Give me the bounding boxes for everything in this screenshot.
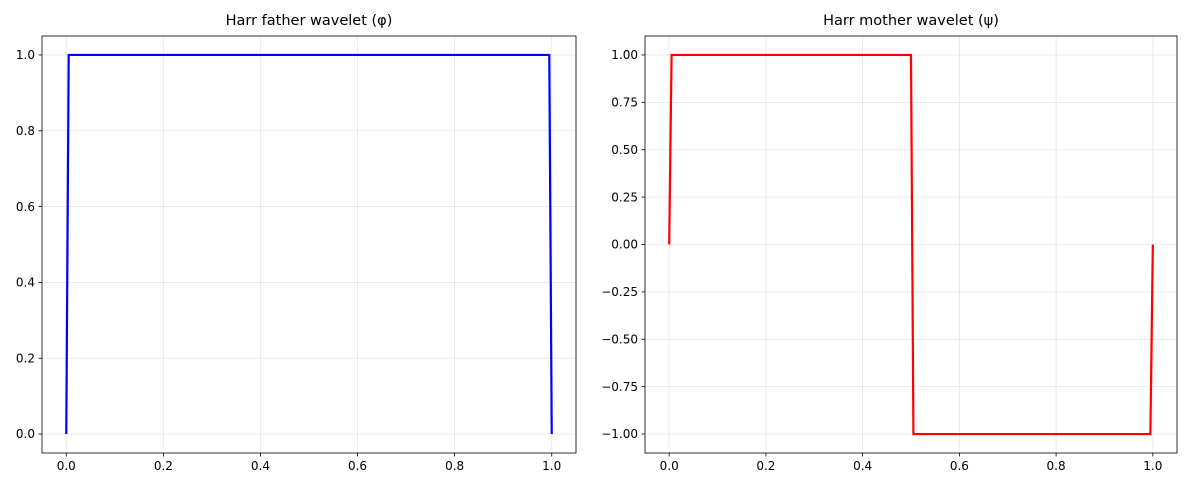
y-tick-label: 0.8 bbox=[16, 124, 35, 138]
y-tick-label: 0.00 bbox=[611, 238, 638, 252]
series-group bbox=[668, 53, 1154, 436]
y-tick-label: 0.2 bbox=[16, 351, 35, 365]
y-tick-label: 0.6 bbox=[16, 200, 35, 214]
x-tick-label: 0.6 bbox=[348, 459, 367, 473]
y-tick-label: 0.25 bbox=[611, 190, 638, 204]
y-tick-label: −0.25 bbox=[601, 285, 638, 299]
chart-mother-wavelet: Harr mother wavelet (ψ) 0.0 0.2 0.4 0.6 0.8 1… bbox=[601, 13, 1178, 473]
x-tick-label: 0.4 bbox=[853, 459, 872, 473]
chart-title: Harr father wavelet (φ) bbox=[226, 13, 393, 29]
x-tick-label: 0.0 bbox=[660, 459, 679, 473]
y-tick-label: 1.0 bbox=[16, 48, 35, 62]
x-tick-label: 1.0 bbox=[542, 459, 561, 473]
series-line bbox=[668, 53, 1154, 436]
x-axis: 0.0 0.2 0.4 0.6 0.8 1.0 bbox=[660, 453, 1162, 473]
series-line bbox=[65, 53, 553, 435]
y-tick-label: 0.0 bbox=[16, 427, 35, 441]
x-tick-label: 0.0 bbox=[57, 459, 76, 473]
x-tick-label: 0.2 bbox=[154, 459, 173, 473]
y-tick-label: 0.4 bbox=[16, 276, 35, 290]
x-tick-label: 0.4 bbox=[251, 459, 270, 473]
y-tick-label: −0.75 bbox=[601, 380, 638, 394]
y-tick-label: 0.50 bbox=[611, 143, 638, 157]
chart-title: Harr mother wavelet (ψ) bbox=[823, 13, 999, 29]
y-tick-label: 0.75 bbox=[611, 96, 638, 110]
x-axis: 0.0 0.2 0.4 0.6 0.8 1.0 bbox=[57, 453, 561, 473]
x-tick-label: 0.6 bbox=[950, 459, 969, 473]
chart-father-wavelet: Harr father wavelet (φ) 0.0 0.2 0.4 0.6 0.8 1… bbox=[16, 13, 577, 473]
y-tick-label: −0.50 bbox=[601, 332, 638, 346]
y-axis: 0.0 0.2 0.4 0.6 0.8 1.0 bbox=[16, 48, 42, 441]
series-group bbox=[65, 53, 553, 435]
y-axis: −1.00 −0.75 −0.50 −0.25 0.00 0.25 0.50 0.75 1.00 bbox=[601, 48, 645, 441]
y-tick-label: −1.00 bbox=[601, 427, 638, 441]
x-tick-label: 0.2 bbox=[756, 459, 775, 473]
y-tick-label: 1.00 bbox=[611, 48, 638, 62]
x-tick-label: 0.8 bbox=[1047, 459, 1066, 473]
plot-frame bbox=[41, 35, 577, 454]
x-tick-label: 0.8 bbox=[445, 459, 464, 473]
x-tick-label: 1.0 bbox=[1143, 459, 1162, 473]
